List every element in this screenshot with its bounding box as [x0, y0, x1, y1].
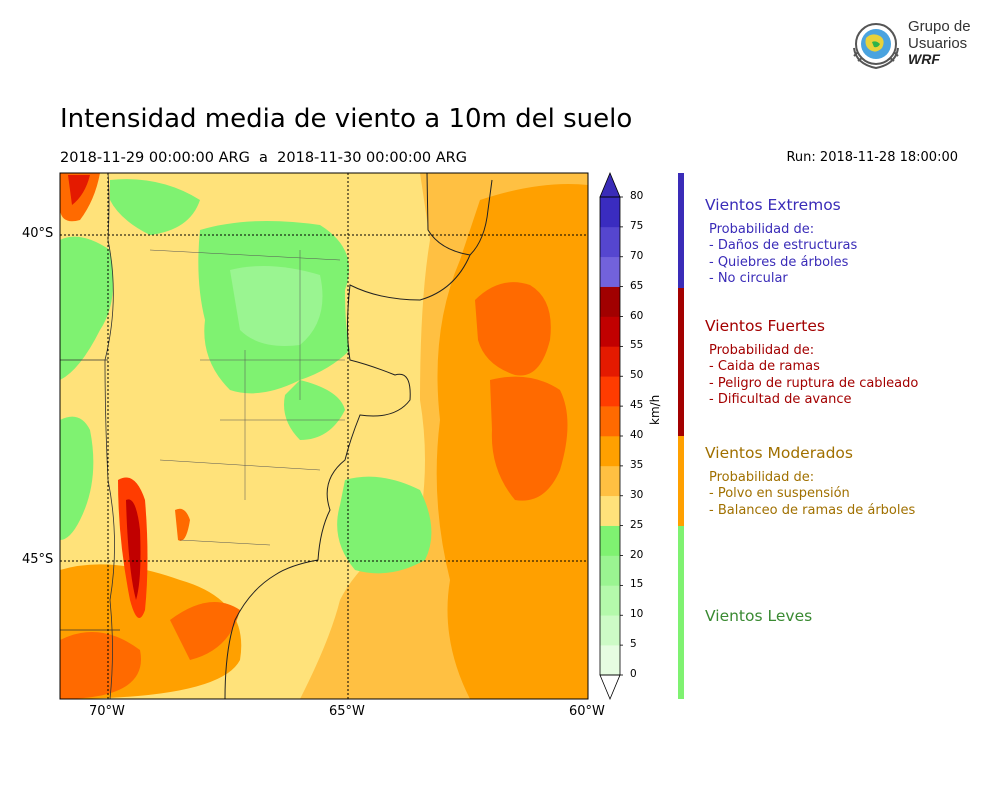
colorbar-tick-label: 75: [630, 219, 644, 232]
colorbar-tick-label: 20: [630, 548, 644, 561]
category-line: - Caida de ramas: [709, 359, 820, 374]
colorbar-tick-label: 0: [630, 668, 637, 680]
colorbar-over-arrow: [599, 171, 621, 198]
colorbar-segment: [600, 645, 620, 676]
lat-label-45s: 45°S: [22, 552, 54, 567]
colorbar-segment: [600, 406, 620, 437]
colorbar-segment: [600, 615, 620, 646]
category-line: - Dificultad de avance: [709, 392, 852, 407]
lat-label-40s: 40°S: [22, 226, 54, 241]
wrf-logo: Grupo de Usuarios WRF: [848, 18, 978, 72]
coastlines: [60, 173, 493, 699]
category-block: Vientos Extremos Probabilidad de: - Daños …: [705, 197, 857, 288]
colorbar-segment: [600, 585, 620, 616]
colorbar: [599, 171, 623, 701]
category-name: Vientos Fuertes: [705, 317, 825, 335]
colorbar-tick-label: 5: [630, 638, 637, 651]
category-line: - Balanceo de ramas de árboles: [709, 502, 916, 518]
colorbar-segment: [600, 316, 620, 347]
colorbar-tick-label: 60: [630, 309, 644, 322]
colorbar-tick-label: 55: [630, 339, 644, 352]
colorbar-segment: [600, 376, 620, 407]
category-name: Vientos Moderados: [705, 444, 853, 462]
category-line: Probabilidad de:: [709, 342, 815, 358]
logo-line-1: Grupo de: [908, 18, 971, 35]
category-line: Probabilidad de:: [709, 469, 815, 485]
lon-label-60w: 60°W: [569, 704, 605, 719]
period-subtitle: 2018-11-29 00:00:00 ARG a 2018-11-30 00:…: [60, 150, 467, 166]
colorbar-tick-label: 30: [630, 488, 644, 501]
colorbar-tick-label: 45: [630, 399, 644, 412]
wind-field: [60, 173, 588, 699]
category-block: Vientos Moderados Probabilidad de: - Polvo…: [705, 445, 915, 519]
category-line: Probabilidad de:: [709, 221, 815, 237]
lon-label-70w: 70°W: [89, 704, 125, 719]
colorbar-segment: [600, 555, 620, 586]
colorbar-tick-label: 40: [630, 429, 644, 441]
category-line: - Quiebres de árboles: [709, 254, 849, 270]
colorbar-segment: [600, 436, 620, 467]
colorbar-segment: [600, 197, 620, 228]
colorbar-tick-label: 10: [630, 608, 644, 621]
category-bars: [678, 173, 684, 699]
colorbar-segment: [600, 256, 620, 287]
category-line: - Peligro de ruptura de cableado: [709, 375, 919, 391]
colorbar-segment: [600, 525, 620, 556]
map-title: Intensidad media de viento a 10m del sue…: [60, 104, 633, 134]
colorbar-unit-label: km/h: [648, 394, 662, 425]
category-block: Vientos Leves: [705, 608, 812, 633]
category-line: - Polvo en suspensión: [709, 486, 850, 501]
map-frame: [59, 172, 589, 700]
logo-line-2: Usuarios: [908, 35, 968, 52]
colorbar-segment: [600, 226, 620, 258]
category-bar: [678, 436, 684, 526]
colorbar-segment: [600, 286, 620, 317]
colorbar-tick-label: 15: [630, 578, 644, 591]
category-name: Vientos Extremos: [705, 196, 841, 214]
graticule: [60, 173, 588, 699]
colorbar-segment: [600, 465, 620, 497]
colorbar-tick-label: 70: [630, 249, 644, 262]
category-bar: [678, 288, 684, 436]
category-bar: [678, 173, 684, 288]
run-label: Run: 2018-11-28 18:00:00: [786, 150, 958, 165]
colorbar-tick-label: 65: [630, 279, 644, 292]
colorbar-tick-label: 35: [630, 458, 644, 471]
colorbar-tick-label: 50: [630, 369, 644, 382]
colorbar-tick-label: 80: [630, 190, 644, 202]
category-line: - No circular: [709, 271, 788, 286]
globe-logo-icon: [853, 23, 899, 70]
colorbar-segment: [600, 346, 620, 377]
category-bar: [678, 526, 684, 699]
colorbar-under-arrow: [599, 674, 621, 701]
colorbar-tick-label: 25: [630, 518, 644, 531]
logo-line-3: WRF: [908, 51, 940, 67]
category-name: Vientos Leves: [705, 607, 813, 625]
category-line: - Daños de estructuras: [709, 238, 858, 253]
colorbar-segment: [600, 495, 620, 526]
category-block: Vientos Fuertes Probabilidad de: - Caida d…: [705, 318, 918, 409]
lon-label-65w: 65°W: [329, 704, 365, 719]
